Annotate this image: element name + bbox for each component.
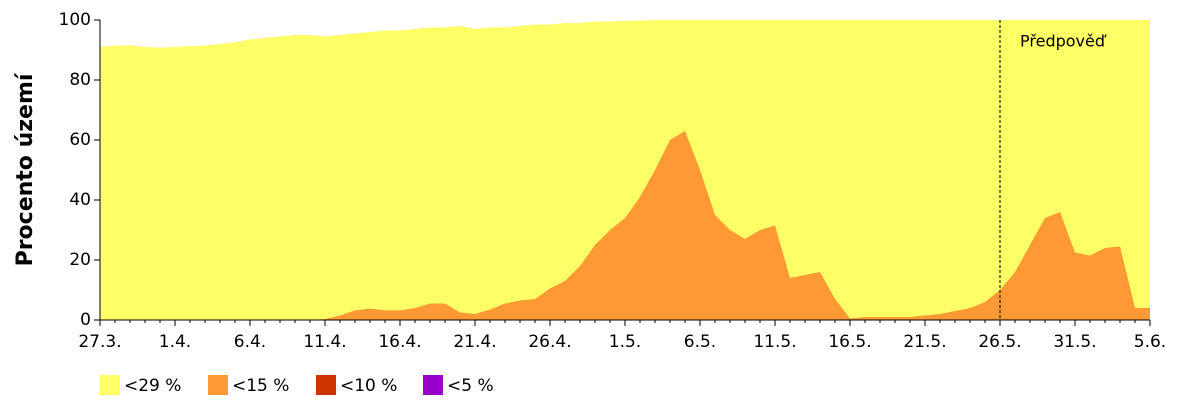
legend-label: <29 %: [124, 376, 181, 396]
x-tick-label: 6.5.: [684, 332, 716, 352]
legend-swatch: [100, 375, 120, 395]
y-tick-label: 20: [69, 250, 91, 270]
x-tick-label: 11.5.: [753, 332, 796, 352]
x-tick-label: 21.4.: [453, 332, 496, 352]
x-tick-label: 16.4.: [378, 332, 421, 352]
x-tick-label: 5.6.: [1134, 332, 1166, 352]
x-tick-label: 11.4.: [303, 332, 346, 352]
x-tick-label: 21.5.: [903, 332, 946, 352]
y-tick-label: 80: [69, 70, 91, 90]
area: [100, 20, 1150, 320]
x-tick-label: 1.5.: [609, 332, 641, 352]
legend-swatch: [208, 375, 228, 395]
area: [100, 131, 1150, 320]
x-tick-label: 26.5.: [978, 332, 1021, 352]
forecast-label: Předpověď: [1020, 32, 1107, 51]
legend-swatch: [316, 375, 336, 395]
legend-label: <15 %: [232, 376, 289, 396]
legend-swatch: [423, 375, 443, 395]
y-tick-label: 60: [69, 130, 91, 150]
legend-label: <10 %: [340, 376, 397, 396]
x-tick-label: 1.4.: [159, 332, 191, 352]
x-tick-label: 26.4.: [528, 332, 571, 352]
y-tick-label: 40: [69, 190, 91, 210]
y-tick-label: 100: [59, 10, 91, 30]
y-axis-label: Procento území: [13, 72, 38, 266]
x-tick-label: 6.4.: [234, 332, 266, 352]
x-tick-label: 31.5.: [1053, 332, 1096, 352]
x-tick-label: 27.3.: [78, 332, 121, 352]
y-tick-label: 0: [80, 310, 91, 330]
x-tick-label: 16.5.: [828, 332, 871, 352]
legend-label: <5 %: [447, 376, 494, 396]
